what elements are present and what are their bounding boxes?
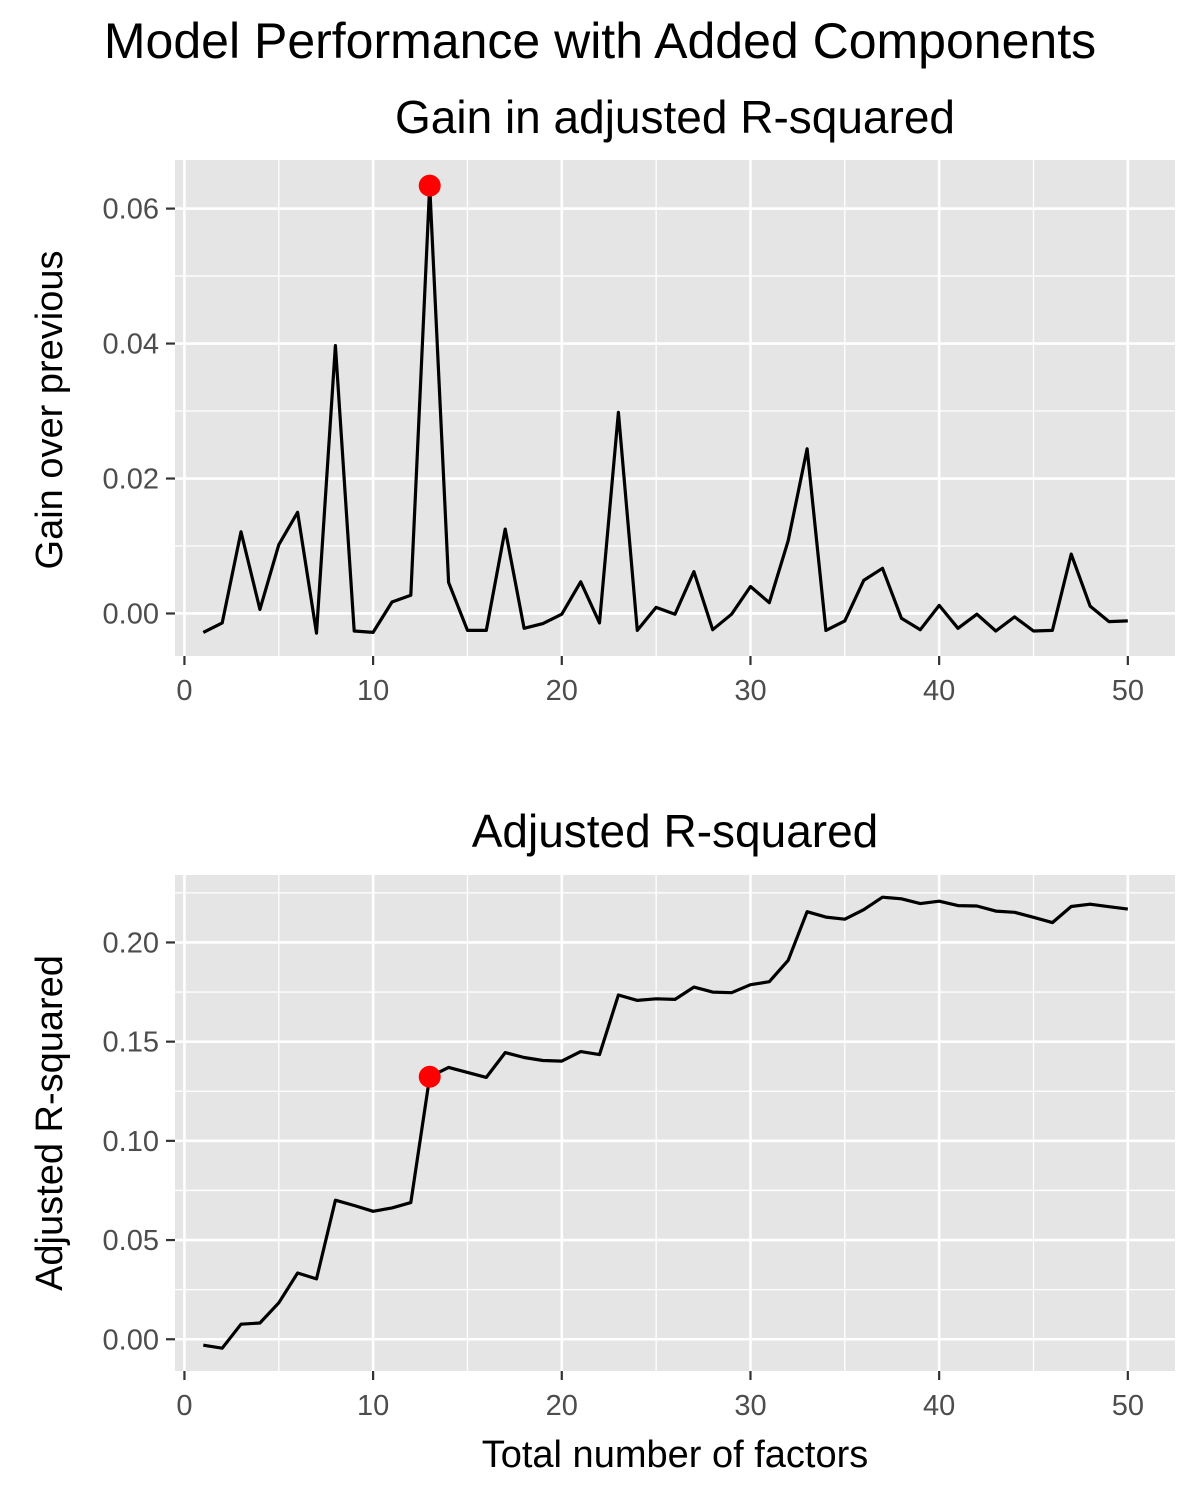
panel-bottom-xlabel: Total number of factors <box>482 1434 869 1476</box>
x-tick-label: 30 <box>734 675 766 707</box>
x-tick-label: 30 <box>734 1390 766 1422</box>
x-tick-label: 40 <box>923 1390 955 1422</box>
series-line <box>203 895 1129 1350</box>
panel-background <box>175 160 1175 656</box>
panel-top-title: Gain in adjusted R-squared <box>395 91 955 143</box>
x-tick-label: 20 <box>546 675 578 707</box>
panel-bottom-ylabel: Adjusted R-squared <box>29 955 71 1291</box>
x-tick-label: 0 <box>176 675 192 707</box>
y-tick-label: 0.20 <box>103 927 159 959</box>
y-tick-label: 0.00 <box>103 598 159 630</box>
y-tick-label: 0.15 <box>103 1027 159 1059</box>
y-tick-label: 0.04 <box>103 329 159 361</box>
x-tick-label: 50 <box>1112 675 1144 707</box>
panel-top-ylabel: Gain over previous <box>29 251 71 570</box>
y-tick-label: 0.02 <box>103 464 159 496</box>
panel-background <box>175 875 1175 1371</box>
highlight-point <box>418 1065 441 1088</box>
panel-top: 0 10 20 30 40 50 0.00 0.02 0.04 0.06 <box>103 160 1175 707</box>
y-tick-label: 0.00 <box>103 1324 159 1356</box>
series-line <box>202 184 1128 635</box>
x-tick-label: 10 <box>357 1390 389 1422</box>
panel-bottom: 0 10 20 30 40 50 0.00 0.05 0.10 0.15 0.20 <box>103 875 1175 1422</box>
x-tick-label: 40 <box>923 675 955 707</box>
y-tick-label: 0.06 <box>103 194 159 226</box>
figure-title: Model Performance with Added Components <box>104 13 1096 69</box>
x-tick-label: 0 <box>176 1390 192 1422</box>
panel-bottom-title: Adjusted R-squared <box>472 805 879 857</box>
x-tick-label: 50 <box>1112 1390 1144 1422</box>
x-tick-label: 20 <box>546 1390 578 1422</box>
highlight-point <box>418 174 441 197</box>
y-tick-label: 0.05 <box>103 1225 159 1257</box>
x-tick-label: 10 <box>357 675 389 707</box>
y-tick-label: 0.10 <box>103 1126 159 1158</box>
